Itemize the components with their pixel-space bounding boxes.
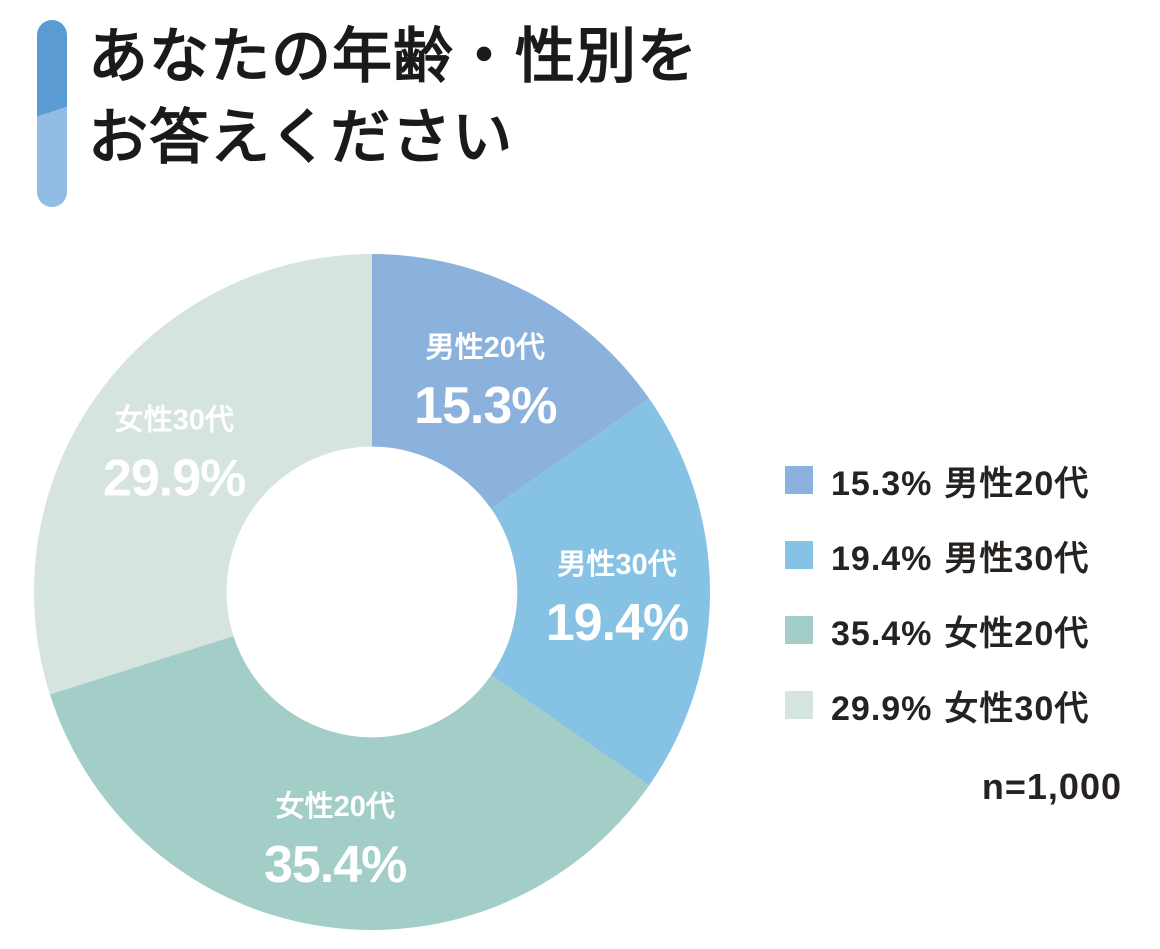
sample-size-label: n=1,000: [981, 766, 1122, 807]
slice-percent-label-male-20s: 15.3%: [414, 377, 556, 435]
legend-category: 男性20代: [944, 464, 1090, 503]
slice-percent-label-male-30s: 19.4%: [546, 594, 688, 652]
legend-category: 女性30代: [944, 689, 1090, 728]
slice-category-label-male-30s: 男性30代: [557, 548, 676, 581]
donut-slice-female-20s: [49, 636, 650, 930]
legend-label: 19.4% 男性30代: [831, 531, 1089, 580]
slice-percent-label-female-30s: 29.9%: [103, 449, 245, 507]
legend-category: 女性20代: [944, 614, 1090, 653]
legend-item-male-20s: 15.3% 男性20代: [785, 465, 1130, 503]
slice-category-label-female-20s: 女性20代: [276, 789, 395, 823]
title-accent-bar: [37, 20, 67, 207]
legend-item-male-30s: 19.4% 男性30代: [785, 540, 1130, 578]
legend-pct: 35.4%: [831, 614, 933, 653]
legend-label: 35.4% 女性20代: [831, 606, 1089, 655]
legend-swatch-female-20s: [785, 616, 813, 644]
legend-item-female-30s: 29.9% 女性30代: [785, 690, 1130, 728]
legend-item-female-20s: 35.4% 女性20代: [785, 615, 1130, 653]
legend-pct: 15.3%: [831, 464, 933, 503]
slice-percent-label-female-20s: 35.4%: [264, 836, 406, 894]
donut-slice-male-20s: [372, 254, 650, 509]
page-title: あなたの年齢・性別を お答えください: [88, 16, 698, 178]
legend-swatch-male-20s: [785, 466, 813, 494]
donut-slice-female-30s: [33, 254, 372, 695]
donut-slice-male-30s: [491, 398, 710, 786]
page-title-line-1: あなたの年齢・性別を: [88, 23, 698, 90]
legend-pct: 19.4%: [831, 539, 933, 578]
legend-swatch-female-30s: [785, 691, 813, 719]
legend-category: 男性30代: [944, 539, 1090, 578]
legend-swatch-male-30s: [785, 541, 813, 569]
page-title-line-2: お答えください: [88, 104, 514, 171]
chart-legend: 15.3% 男性20代 19.4% 男性30代 35.4% 女性20代 29.9% 女性…: [785, 465, 1130, 808]
slice-category-label-male-20s: 男性20代: [426, 331, 545, 364]
legend-pct: 29.9%: [831, 689, 933, 728]
donut-chart: 男性20代 15.3% 男性30代 19.4% 女性20代 35.4% 女性30代 29.9%: [33, 254, 710, 930]
legend-label: 29.9% 女性30代: [831, 681, 1089, 730]
slice-category-label-female-30s: 女性30代: [115, 402, 234, 436]
legend-label: 15.3% 男性20代: [831, 456, 1089, 505]
